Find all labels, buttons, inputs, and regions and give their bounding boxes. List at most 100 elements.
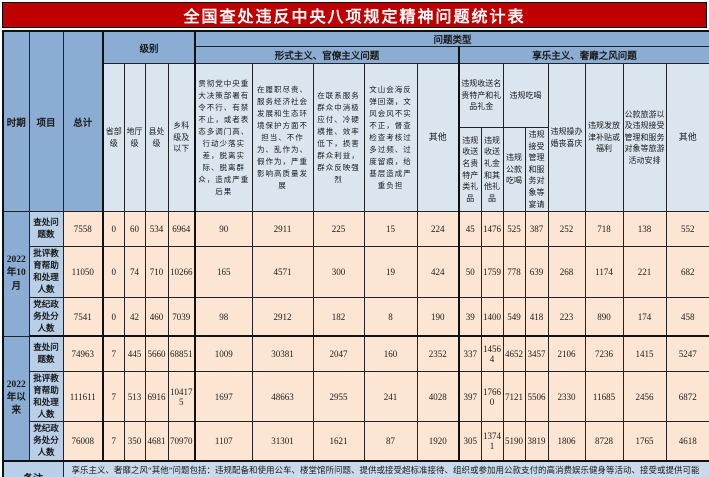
page-title: 全国查处违反中央八项规定精神问题统计表 bbox=[2, 2, 707, 28]
item-label-cell: 查处问题数 bbox=[28, 211, 64, 248]
value-cell: 2330 bbox=[547, 370, 586, 423]
dining-col-banquets: 违规接受管理和服务对象等宴请 bbox=[524, 126, 549, 213]
value-cell: 104175 bbox=[167, 370, 196, 423]
value-cell: 74963 bbox=[62, 335, 104, 372]
value-cell: 70970 bbox=[167, 421, 196, 462]
value-cell: 460 bbox=[144, 296, 169, 338]
item-label-cell: 查处问题数 bbox=[28, 335, 64, 372]
table-row: 2022年10月 查处问题数 7558 0 60 534 6964 90 2911 225 15 22… bbox=[2, 211, 709, 337]
value-cell: 42 bbox=[123, 296, 146, 338]
value-cell: 30381 bbox=[251, 335, 314, 372]
value-cell: 1009 bbox=[194, 335, 253, 372]
value-cell: 90 bbox=[194, 211, 253, 248]
value-cell: 225 bbox=[312, 211, 365, 248]
value-cell: 305 bbox=[458, 421, 482, 462]
value-cell: 1174 bbox=[584, 246, 624, 298]
value-cell: 0 bbox=[102, 296, 125, 338]
item-label-cell: 批评教育帮助和处理人数 bbox=[28, 246, 64, 298]
value-cell: 7236 bbox=[584, 335, 624, 372]
value-cell: 7 bbox=[102, 335, 125, 372]
col-period-header: 时期 bbox=[2, 30, 30, 213]
item-label-cell: 党纪政务处分人数 bbox=[28, 421, 64, 462]
problem-type-header: 问题类型 bbox=[194, 30, 709, 47]
value-cell: 87 bbox=[363, 421, 418, 462]
table-row: 批评教育帮助和处理人数 111611 7 513 6916 104175 1697 48663… bbox=[3, 370, 709, 423]
value-cell: 3819 bbox=[524, 421, 549, 462]
value-cell: 11050 bbox=[62, 246, 104, 298]
hedonism-col-travel: 公款旅游以及违规接受管理和服务对象等旅游活动安排 bbox=[622, 62, 667, 213]
value-cell: 0 bbox=[102, 211, 125, 248]
value-cell: 458 bbox=[665, 296, 709, 338]
value-cell: 682 bbox=[665, 246, 709, 298]
formalism-col-4: 文山会海反弹回潮，文风会风不实不正，督查检查考核过多过频、过度留痕，给基层造成严… bbox=[363, 62, 418, 213]
value-cell: 513 bbox=[123, 370, 146, 423]
table-row: 党纪政务处分人数 76008 7 350 4681 70970 1107 31301 1621 8… bbox=[3, 421, 709, 462]
value-cell: 8728 bbox=[584, 421, 624, 462]
period-cell: 2022年以来 bbox=[2, 335, 30, 462]
table-row: 党纪政务处分人数 7541 0 42 460 7039 98 2912 182 8 190 39 140… bbox=[3, 296, 709, 338]
value-cell: 718 bbox=[584, 211, 624, 248]
value-cell: 2047 bbox=[312, 335, 365, 372]
value-cell: 890 bbox=[584, 296, 624, 338]
value-cell: 710 bbox=[144, 246, 169, 298]
level-col-province: 省部级 bbox=[102, 62, 125, 213]
value-cell: 418 bbox=[524, 296, 549, 338]
level-col-prefecture: 地厅级 bbox=[123, 62, 146, 213]
value-cell: 2911 bbox=[251, 211, 314, 248]
formalism-col-2: 在履职尽责、服务经济社会发展和生态环境保护方面不担当、不作为、乱作为、假作为，严… bbox=[251, 62, 314, 213]
remark-label: 备注 bbox=[2, 460, 64, 477]
value-cell: 1415 bbox=[622, 335, 667, 372]
value-cell: 5247 bbox=[665, 335, 709, 372]
value-cell: 552 bbox=[665, 211, 709, 248]
item-label-cell: 批评教育帮助和处理人数 bbox=[28, 370, 64, 423]
value-cell: 1107 bbox=[194, 421, 253, 462]
value-cell: 1759 bbox=[480, 246, 504, 298]
formalism-col-other: 其他 bbox=[416, 62, 460, 213]
value-cell: 534 bbox=[144, 211, 169, 248]
hedonism-group-header: 享乐主义、奢靡之风问题 bbox=[458, 46, 709, 64]
value-cell: 4652 bbox=[502, 335, 526, 372]
value-cell: 4681 bbox=[144, 421, 169, 462]
value-cell: 6872 bbox=[665, 370, 709, 423]
value-cell: 549 bbox=[502, 296, 526, 338]
value-cell: 45 bbox=[458, 211, 482, 248]
hedonism-col-weddings: 违规操办婚丧喜庆 bbox=[547, 62, 586, 213]
value-cell: 15 bbox=[363, 211, 418, 248]
value-cell: 1400 bbox=[480, 296, 504, 338]
value-cell: 0 bbox=[102, 246, 125, 298]
value-cell: 190 bbox=[416, 296, 460, 338]
value-cell: 525 bbox=[502, 211, 526, 248]
value-cell: 337 bbox=[458, 335, 482, 372]
value-cell: 424 bbox=[416, 246, 460, 298]
dining-col-public-funds: 违规公款吃喝 bbox=[502, 126, 526, 213]
value-cell: 165 bbox=[194, 246, 253, 298]
value-cell: 11685 bbox=[584, 370, 624, 423]
gifts-col-cash: 违规收送礼金和其他礼品 bbox=[480, 126, 504, 213]
value-cell: 98 bbox=[194, 296, 253, 338]
value-cell: 350 bbox=[123, 421, 146, 462]
value-cell: 252 bbox=[547, 211, 586, 248]
value-cell: 138 bbox=[622, 211, 667, 248]
value-cell: 1765 bbox=[622, 421, 667, 462]
stats-table: 时期 项目 总计 级别 问题类型 形式主义、官僚主义问题 享乐主义、奢靡之风问题… bbox=[2, 30, 709, 477]
value-cell: 7558 bbox=[62, 211, 104, 248]
value-cell: 8 bbox=[363, 296, 418, 338]
value-cell: 7541 bbox=[62, 296, 104, 338]
value-cell: 17660 bbox=[480, 370, 504, 423]
value-cell: 68851 bbox=[167, 335, 196, 372]
dining-group-header: 违规吃喝 bbox=[502, 63, 549, 128]
value-cell: 160 bbox=[363, 335, 418, 372]
value-cell: 4618 bbox=[665, 421, 709, 462]
value-cell: 224 bbox=[416, 211, 460, 248]
value-cell: 6964 bbox=[167, 211, 196, 248]
value-cell: 1621 bbox=[312, 421, 365, 462]
period-cell: 2022年10月 bbox=[2, 211, 30, 337]
value-cell: 639 bbox=[524, 246, 549, 298]
value-cell: 2106 bbox=[547, 335, 586, 372]
value-cell: 7 bbox=[102, 421, 125, 462]
remark-text: 享乐主义、奢靡之风“其他”问题包括：违规配备和使用公车、楼堂馆所问题、提供或接受… bbox=[62, 460, 709, 477]
value-cell: 74 bbox=[123, 246, 146, 298]
gifts-group-header: 违规收送名贵特产和礼品礼金 bbox=[458, 63, 504, 128]
value-cell: 39 bbox=[458, 296, 482, 338]
